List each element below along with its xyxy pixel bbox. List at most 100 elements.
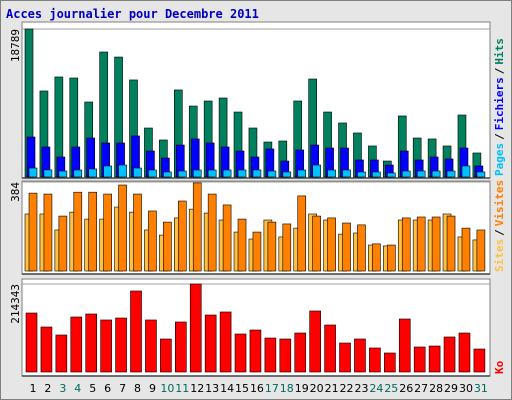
bar [446,215,456,272]
x-tick-label: 1 [30,382,37,395]
bar [178,170,187,178]
bar [252,169,262,178]
bar [103,165,112,178]
bar [222,204,232,272]
bar [207,193,217,272]
x-tick-label: 7 [119,382,126,395]
bar [88,168,98,178]
bar [476,171,486,178]
bar [192,182,202,272]
bar [324,324,336,373]
bar [428,345,441,373]
bar [372,171,381,178]
x-tick-label: 3 [59,382,66,395]
bar [204,314,217,373]
bar [160,338,172,373]
bar [297,169,307,178]
bar [473,348,486,373]
bar [237,169,247,178]
y-tick-label: 214343 [9,284,22,324]
bar [43,169,53,178]
legend-separator: / [493,67,506,74]
bar [189,283,202,373]
bar [416,216,426,272]
legend-entry: Pages [493,143,506,176]
x-tick-label: 15 [235,382,249,395]
x-tick-label: 28 [429,382,443,395]
bar [267,170,277,178]
bar [163,221,172,272]
x-tick-label: 16 [250,382,264,395]
bar [40,326,53,373]
x-tick-label: 4 [74,382,81,395]
bar [387,244,396,272]
x-tick-label: 31 [474,382,488,395]
bar [133,167,142,178]
bar [58,215,68,272]
bar [25,312,38,373]
bar [372,243,381,272]
legend-separator: / [493,133,506,140]
x-tick-label: 20 [310,382,324,395]
bar [357,171,366,178]
bar [384,352,396,373]
x-tick-label: 13 [205,382,219,395]
x-tick-label: 21 [325,382,339,395]
x-tick-label: 8 [134,382,141,395]
bar [461,227,471,272]
x-tick-label: 23 [354,382,368,395]
legend-entry: Visites [493,180,506,226]
bar [55,334,68,373]
bar [431,170,441,178]
bar [148,210,157,272]
bar [115,317,127,373]
legend-entry: Ko [493,360,506,374]
x-tick-label: 17 [265,382,279,395]
bar [312,164,321,178]
bar [118,164,127,178]
bar [264,337,277,373]
bar [73,169,83,178]
bar [28,192,38,272]
x-tick-label: 2 [44,382,51,395]
bar [133,193,142,272]
bar [282,171,292,178]
bar [458,332,471,373]
bar [401,170,411,178]
x-tick-label: 12 [190,382,204,395]
bar [249,329,262,373]
y-tick-label: 384 [9,182,22,202]
bar [309,310,321,373]
bar [461,165,471,178]
bar [219,311,232,373]
x-tick-label: 24 [369,382,383,395]
bar [369,347,381,373]
x-tick-label: 10 [160,382,174,395]
bar [446,170,456,178]
bar [416,170,426,178]
bar [58,170,68,178]
bar [175,321,187,373]
legend-entry: Hits [493,38,506,65]
x-tick-label: 9 [149,382,156,395]
bar [339,342,351,373]
chart-title: Acces journalier pour Decembre 2011 [6,7,259,21]
bar [327,169,336,178]
x-tick-label: 26 [399,382,413,395]
bar [357,224,366,272]
bar [222,169,232,178]
bar [387,172,396,178]
bar [342,169,351,178]
bar [103,193,112,272]
bar [85,313,98,373]
legend-entry: Sites [493,239,506,272]
bar [207,169,217,178]
bar [163,171,172,178]
bar [28,167,38,178]
bar [178,200,187,272]
bar [70,316,83,373]
legend: Ko [493,360,506,374]
bar [398,318,411,373]
x-tick-label: 14 [220,382,234,395]
legend-separator: / [493,229,506,236]
